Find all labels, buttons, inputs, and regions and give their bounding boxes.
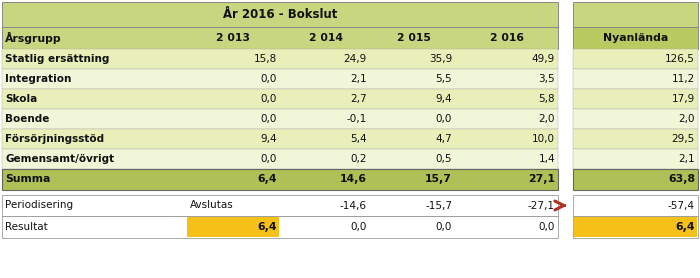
Text: Försörjningsstöd: Försörjningsstöd	[5, 134, 104, 144]
Bar	[573, 49, 698, 69]
Text: 0,0: 0,0	[435, 114, 452, 124]
Text: 4,7: 4,7	[435, 134, 452, 144]
Text: 5,4: 5,4	[351, 134, 367, 144]
Text: 0,5: 0,5	[435, 154, 452, 164]
Text: 2,7: 2,7	[351, 94, 367, 104]
Text: Avslutas: Avslutas	[190, 200, 234, 210]
Bar	[573, 69, 698, 89]
Text: 2,0: 2,0	[678, 114, 695, 124]
Bar	[2, 27, 558, 49]
Text: Summa: Summa	[5, 175, 50, 185]
Text: -27,1: -27,1	[528, 200, 555, 210]
Text: Resultat: Resultat	[5, 222, 48, 232]
Text: 10,0: 10,0	[532, 134, 555, 144]
Text: 2 013: 2 013	[216, 33, 251, 43]
Text: 29,5: 29,5	[672, 134, 695, 144]
Text: 9,4: 9,4	[260, 134, 277, 144]
Bar	[2, 149, 558, 169]
Text: Boende: Boende	[5, 114, 50, 124]
Text: -14,6: -14,6	[340, 200, 367, 210]
Bar	[573, 89, 698, 109]
Bar	[2, 129, 558, 149]
Text: 2,1: 2,1	[351, 74, 367, 84]
Text: Periodisering: Periodisering	[5, 200, 73, 210]
Bar	[2, 69, 558, 89]
Text: 11,2: 11,2	[672, 74, 695, 84]
Text: 2 015: 2 015	[397, 33, 430, 43]
Text: Integration: Integration	[5, 74, 71, 84]
Text: 0,0: 0,0	[351, 222, 367, 232]
Text: 15,7: 15,7	[425, 175, 452, 185]
Bar	[573, 195, 698, 216]
Text: 15,8: 15,8	[253, 54, 277, 64]
Text: 2,0: 2,0	[538, 114, 555, 124]
Text: 35,9: 35,9	[428, 54, 452, 64]
Text: Nyanlända: Nyanlända	[603, 33, 668, 43]
Text: 5,8: 5,8	[538, 94, 555, 104]
Text: 0,0: 0,0	[260, 94, 277, 104]
Bar	[573, 169, 698, 190]
Text: 1,4: 1,4	[538, 154, 555, 164]
Bar	[573, 27, 698, 49]
Bar	[574, 217, 697, 237]
Bar	[2, 89, 558, 109]
Text: 63,8: 63,8	[668, 175, 695, 185]
Bar	[187, 217, 279, 237]
Text: Årsgrupp: Årsgrupp	[5, 32, 62, 44]
Bar	[2, 109, 558, 129]
Text: 6,4: 6,4	[676, 222, 695, 232]
Bar	[2, 169, 558, 190]
Text: 49,9: 49,9	[532, 54, 555, 64]
Text: 0,0: 0,0	[260, 154, 277, 164]
Text: 126,5: 126,5	[665, 54, 695, 64]
Text: 0,0: 0,0	[538, 222, 555, 232]
Bar	[573, 2, 698, 27]
Text: 3,5: 3,5	[538, 74, 555, 84]
Bar	[2, 195, 558, 216]
Text: Gemensamt/övrigt: Gemensamt/övrigt	[5, 154, 114, 164]
Text: 14,6: 14,6	[340, 175, 367, 185]
Text: -57,4: -57,4	[668, 200, 695, 210]
Text: 6,4: 6,4	[258, 222, 277, 232]
Text: 2 016: 2 016	[491, 33, 524, 43]
Text: Skola: Skola	[5, 94, 37, 104]
Bar	[2, 49, 558, 69]
Bar	[573, 109, 698, 129]
Bar	[573, 129, 698, 149]
Text: 5,5: 5,5	[435, 74, 452, 84]
Text: 2,1: 2,1	[678, 154, 695, 164]
Bar	[2, 2, 558, 27]
Bar	[573, 216, 698, 238]
Text: 2 014: 2 014	[309, 33, 343, 43]
Text: 0,2: 0,2	[351, 154, 367, 164]
Text: Statlig ersättning: Statlig ersättning	[5, 54, 109, 64]
Text: 17,9: 17,9	[672, 94, 695, 104]
Bar	[573, 149, 698, 169]
Text: -0,1: -0,1	[346, 114, 367, 124]
Bar	[2, 216, 558, 238]
Text: -15,7: -15,7	[425, 200, 452, 210]
Text: 0,0: 0,0	[260, 114, 277, 124]
Text: År 2016 - Bokslut: År 2016 - Bokslut	[223, 8, 337, 21]
Text: 24,9: 24,9	[344, 54, 367, 64]
Text: 27,1: 27,1	[528, 175, 555, 185]
Text: 6,4: 6,4	[258, 175, 277, 185]
Text: 0,0: 0,0	[260, 74, 277, 84]
Text: 0,0: 0,0	[435, 222, 452, 232]
Text: 9,4: 9,4	[435, 94, 452, 104]
